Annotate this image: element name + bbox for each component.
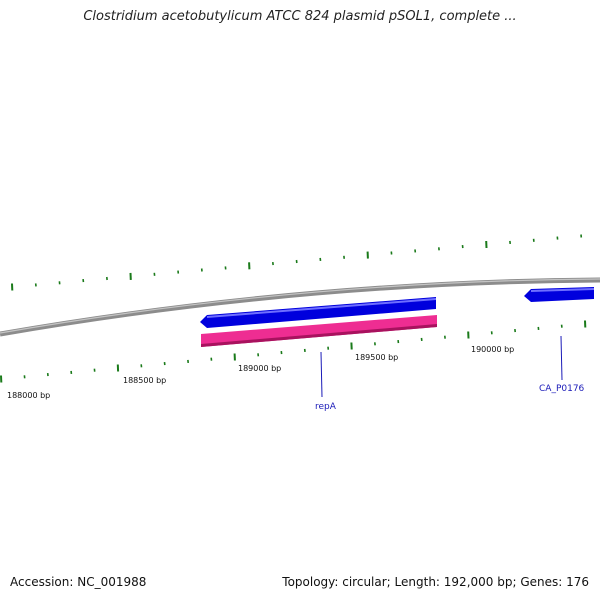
repa-cds-arrow[interactable]: [200, 297, 436, 328]
scale-label-189000: 189000 bp: [238, 364, 281, 373]
topology-summary: Topology: circular; Length: 192,000 bp; …: [282, 575, 589, 589]
gene-label-ca-p0176[interactable]: CA_P0176: [539, 384, 585, 394]
ca-p0176-cds-highlight: [531, 288, 594, 292]
repa-cds-highlight: [207, 298, 436, 318]
ca-p0176-label-leader: [560, 335, 563, 381]
scale-label-190000: 190000 bp: [471, 345, 514, 354]
accession-text: Accession: NC_001988: [10, 575, 147, 589]
map-title: Clostridium acetobutylicum ATCC 824 plas…: [83, 9, 517, 24]
plasmid-backbone: [0, 277, 600, 337]
scale-label-189500: 189500 bp: [355, 353, 398, 362]
gene-label-repa[interactable]: repA: [315, 402, 337, 412]
scale-label-188000: 188000 bp: [7, 391, 50, 400]
backbone-highlight: [0, 278, 600, 334]
repa-label-leader: [320, 351, 323, 398]
scale-ticks: [0, 234, 587, 383]
repa-gene-highlight: [201, 324, 437, 347]
scale-label-188500: 188500 bp: [123, 376, 166, 385]
